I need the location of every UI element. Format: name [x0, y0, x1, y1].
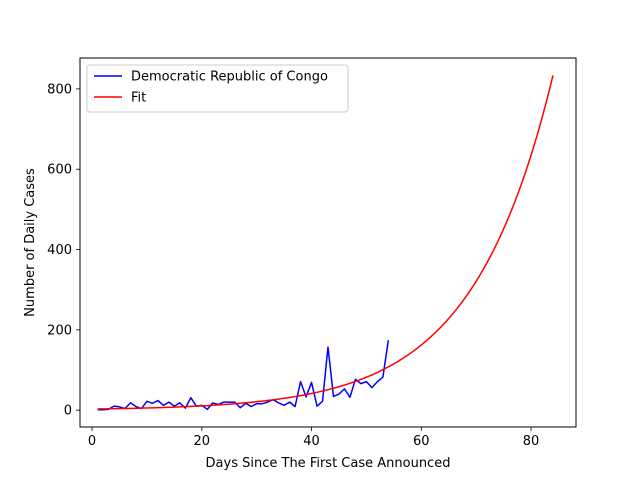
legend-box — [86, 64, 349, 113]
series-layer — [97, 75, 554, 411]
legend-label-drc: Democratic Republic of Congo — [131, 70, 328, 85]
y-tick-label: 200 — [47, 323, 72, 338]
series-line-fit — [97, 75, 554, 410]
x-axis-label: Days Since The First Case Announced — [206, 456, 451, 471]
x-axis-ticks: 0 20 40 60 80 — [88, 427, 539, 449]
axes-frame — [79, 57, 577, 428]
legend-label-fit: Fit — [131, 91, 146, 106]
y-tick-label: 0 — [64, 404, 72, 419]
y-axis-ticks: 0 200 400 600 800 — [47, 82, 80, 419]
y-tick-label: 800 — [47, 82, 72, 97]
x-tick-label: 40 — [303, 434, 320, 449]
series-line-drc — [97, 340, 390, 411]
plot-area — [80, 58, 576, 427]
y-tick-label: 400 — [47, 243, 72, 258]
y-axis-label: Number of Daily Cases — [23, 168, 38, 317]
legend: Democratic Republic of Congo Fit — [86, 64, 349, 113]
x-tick-label: 60 — [413, 434, 430, 449]
x-tick-label: 80 — [523, 434, 540, 449]
x-tick-label: 20 — [194, 434, 211, 449]
y-tick-label: 600 — [47, 163, 72, 178]
x-tick-label: 0 — [88, 434, 96, 449]
